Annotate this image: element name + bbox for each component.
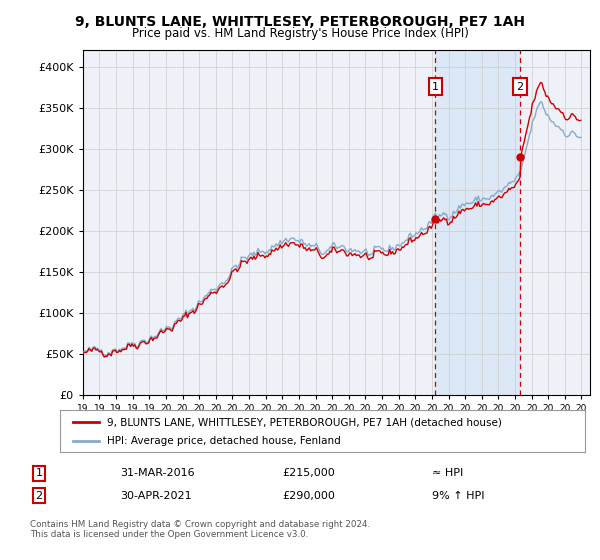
Text: 2: 2: [35, 491, 43, 501]
Text: Price paid vs. HM Land Registry's House Price Index (HPI): Price paid vs. HM Land Registry's House …: [131, 27, 469, 40]
Text: 9, BLUNTS LANE, WHITTLESEY, PETERBOROUGH, PE7 1AH (detached house): 9, BLUNTS LANE, WHITTLESEY, PETERBOROUGH…: [107, 417, 502, 427]
Text: HPI: Average price, detached house, Fenland: HPI: Average price, detached house, Fenl…: [107, 436, 341, 446]
Text: Contains HM Land Registry data © Crown copyright and database right 2024.
This d: Contains HM Land Registry data © Crown c…: [30, 520, 370, 539]
Text: 31-MAR-2016: 31-MAR-2016: [120, 468, 194, 478]
Text: 9, BLUNTS LANE, WHITTLESEY, PETERBOROUGH, PE7 1AH: 9, BLUNTS LANE, WHITTLESEY, PETERBOROUGH…: [75, 15, 525, 29]
Text: 2: 2: [516, 82, 523, 92]
Text: ≈ HPI: ≈ HPI: [432, 468, 463, 478]
Text: £290,000: £290,000: [282, 491, 335, 501]
Text: 1: 1: [432, 82, 439, 92]
Text: £215,000: £215,000: [282, 468, 335, 478]
Bar: [436, 50, 520, 395]
Text: 30-APR-2021: 30-APR-2021: [120, 491, 191, 501]
Text: 9% ↑ HPI: 9% ↑ HPI: [432, 491, 485, 501]
Text: 1: 1: [35, 468, 43, 478]
